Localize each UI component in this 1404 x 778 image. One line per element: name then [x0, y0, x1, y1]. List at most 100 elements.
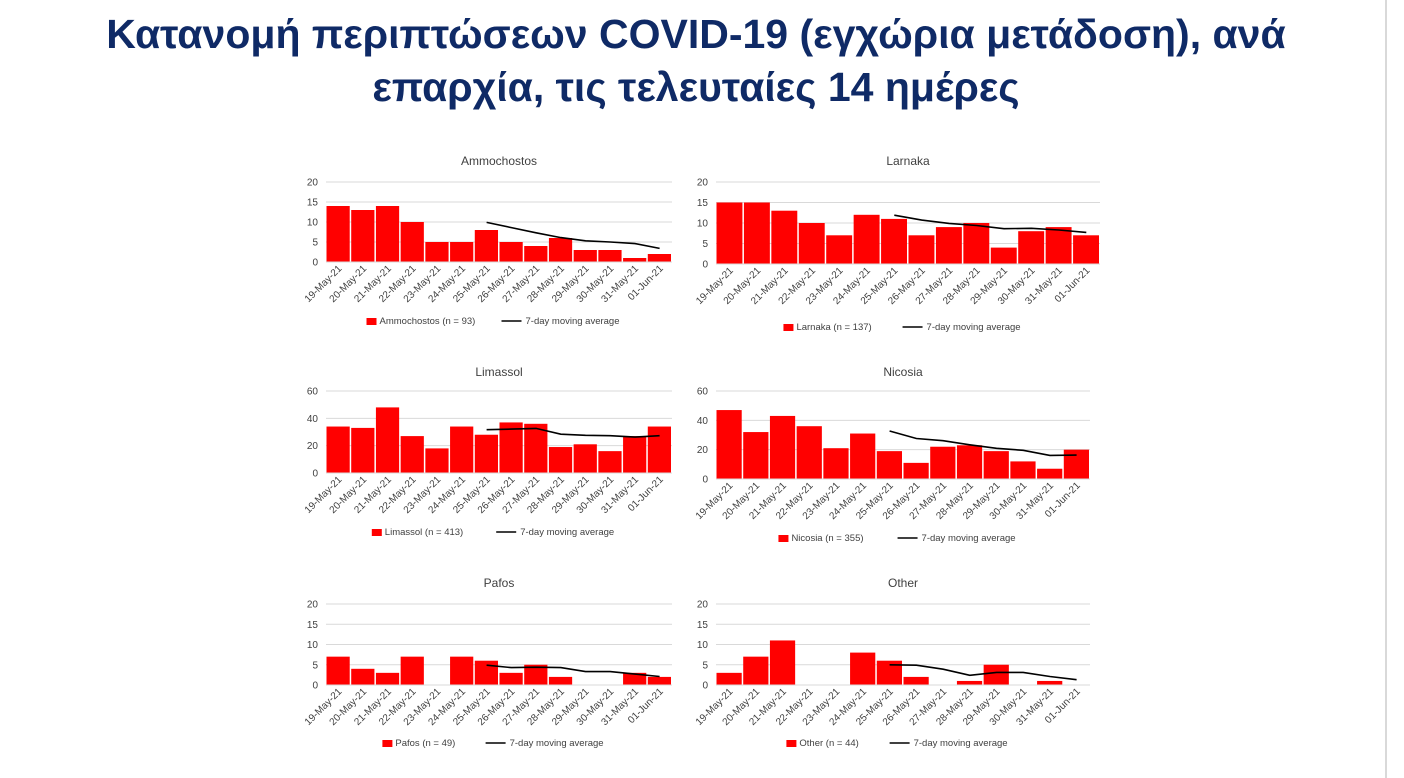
bar-22-may-21 — [400, 656, 424, 685]
page-title-line-1: Κατανομή περιπτώσεων COVID-19 (εγχώρια μ… — [106, 11, 1286, 57]
y-tick-label: 20 — [307, 600, 319, 611]
bar-25-may-21 — [474, 434, 498, 473]
bar-30-may-21 — [1010, 461, 1036, 479]
bar-29-may-21 — [990, 247, 1017, 264]
chart-svg: Pafos0510152019-May-2120-May-2121-May-21… — [303, 576, 672, 749]
bar-25-may-21 — [876, 451, 902, 479]
bar-28-may-21 — [956, 680, 983, 685]
chart-title: Pafos — [484, 576, 515, 590]
moving-average-line — [889, 430, 1077, 457]
bar-24-may-21 — [850, 652, 876, 685]
chart-title: Other — [888, 576, 918, 590]
bar-01-jun-21 — [647, 676, 671, 685]
legend: Nicosia (n = 355) 7-day moving average — [778, 533, 1016, 544]
bar-01-jun-21 — [1073, 235, 1099, 264]
bar-20-may-21 — [743, 202, 770, 264]
y-tick-label: 20 — [697, 600, 709, 611]
bar-23-may-21 — [823, 448, 849, 479]
bar-27-may-21 — [524, 664, 548, 685]
bar-22-may-21 — [400, 222, 424, 262]
legend: Larnaka (n = 137) 7-day moving average — [783, 322, 1021, 333]
bar-21-may-21 — [769, 640, 796, 685]
chart-svg: Larnaka0510152019-May-2120-May-2121-May-… — [694, 154, 1100, 333]
y-tick-label: 5 — [312, 660, 318, 671]
moving-average-line — [894, 214, 1087, 234]
chart-svg: Ammochostos0510152019-May-2120-May-2121-… — [303, 154, 672, 327]
legend-line-label: 7-day moving average — [922, 533, 1016, 544]
slide-edge-divider — [1385, 0, 1387, 778]
bar-26-may-21 — [908, 235, 935, 264]
legend: Limassol (n = 413) 7-day moving average — [371, 527, 614, 538]
legend-bar-swatch — [786, 740, 797, 747]
bar-21-may-21 — [769, 415, 796, 479]
bar-20-may-21 — [743, 432, 769, 479]
chart-svg: Nicosia020406019-May-2120-May-2121-May-2… — [694, 365, 1090, 544]
bar-26-may-21 — [499, 672, 523, 685]
bar-01-jun-21 — [647, 426, 671, 473]
bar-29-may-21 — [573, 250, 597, 262]
y-tick-label: 5 — [312, 238, 318, 249]
bar-27-may-21 — [935, 227, 962, 264]
legend: Pafos (n = 49) 7-day moving average — [382, 738, 604, 749]
chart-ammochostos: Ammochostos 0 5 10 15 20 19-May-21 20-May-21 21-… — [300, 150, 678, 340]
y-tick-label: 20 — [697, 178, 709, 189]
chart-larnaka: Larnaka 0 5 10 15 20 19-May-21 20-May-21 21-May-… — [690, 150, 1104, 346]
y-tick-label: 10 — [307, 640, 319, 651]
legend-bar-swatch — [382, 740, 393, 747]
chart-other: Other 0 5 10 15 20 19-May-21 20-May-21 21-May-21… — [690, 572, 1094, 762]
bar-30-may-21 — [1018, 231, 1045, 264]
bar-19-may-21 — [326, 426, 350, 473]
bar-27-may-21 — [524, 423, 548, 473]
bar-20-may-21 — [351, 427, 375, 473]
page-title-line-2: επαρχία, τις τελευταίες 14 ημέρες — [372, 64, 1020, 110]
y-tick-label: 0 — [702, 260, 708, 271]
chart-title: Larnaka — [886, 154, 930, 168]
bar-22-may-21 — [400, 436, 424, 473]
y-tick-label: 60 — [697, 387, 709, 398]
bar-31-may-21 — [1037, 468, 1063, 479]
y-tick-label: 40 — [307, 414, 319, 425]
bar-20-may-21 — [351, 210, 375, 262]
bar-19-may-21 — [716, 672, 742, 685]
bar-29-may-21 — [573, 444, 597, 473]
bar-28-may-21 — [963, 223, 990, 264]
bar-28-may-21 — [548, 447, 573, 473]
bar-30-may-21 — [598, 451, 622, 473]
bar-01-jun-21 — [1063, 449, 1089, 479]
y-tick-label: 0 — [312, 469, 318, 480]
legend: Ammochostos (n = 93) 7-day moving average — [366, 316, 620, 327]
legend-line-label: 7-day moving average — [914, 738, 1008, 749]
bar-27-may-21 — [524, 246, 548, 262]
chart-svg: Limassol020406019-May-2120-May-2121-May-… — [303, 365, 672, 538]
bar-27-may-21 — [930, 446, 956, 479]
bar-19-may-21 — [716, 410, 742, 479]
y-tick-label: 0 — [702, 475, 708, 486]
moving-average-line — [486, 427, 660, 438]
legend-bar-label: Limassol (n = 413) — [385, 527, 463, 538]
y-tick-label: 15 — [697, 620, 709, 631]
bar-28-may-21 — [548, 676, 573, 685]
bar-31-may-21 — [1045, 227, 1072, 264]
bar-24-may-21 — [850, 433, 876, 479]
y-tick-label: 15 — [697, 198, 709, 209]
legend-bar-label: Ammochostos (n = 93) — [380, 316, 476, 327]
legend-line-label: 7-day moving average — [526, 316, 620, 327]
bar-31-may-21 — [623, 672, 647, 685]
chart-nicosia: Nicosia 0 20 40 60 19-May-21 20-May-21 21-May-2… — [690, 361, 1094, 557]
y-tick-label: 15 — [307, 620, 319, 631]
legend-bar-swatch — [783, 324, 794, 331]
y-tick-label: 15 — [307, 198, 319, 209]
bar-28-may-21 — [548, 238, 573, 262]
bar-21-may-21 — [375, 407, 400, 473]
bar-26-may-21 — [499, 422, 523, 473]
bar-01-jun-21 — [647, 254, 671, 262]
bar-30-may-21 — [598, 250, 622, 262]
bar-19-may-21 — [326, 656, 350, 685]
bar-22-may-21 — [796, 426, 822, 479]
moving-average-line — [889, 664, 1077, 681]
legend-bar-label: Larnaka (n = 137) — [796, 322, 871, 333]
moving-average-line — [486, 664, 660, 678]
legend-bar-label: Other (n = 44) — [799, 738, 858, 749]
legend-bar-label: Nicosia (n = 355) — [791, 533, 863, 544]
bar-23-may-21 — [425, 242, 449, 262]
